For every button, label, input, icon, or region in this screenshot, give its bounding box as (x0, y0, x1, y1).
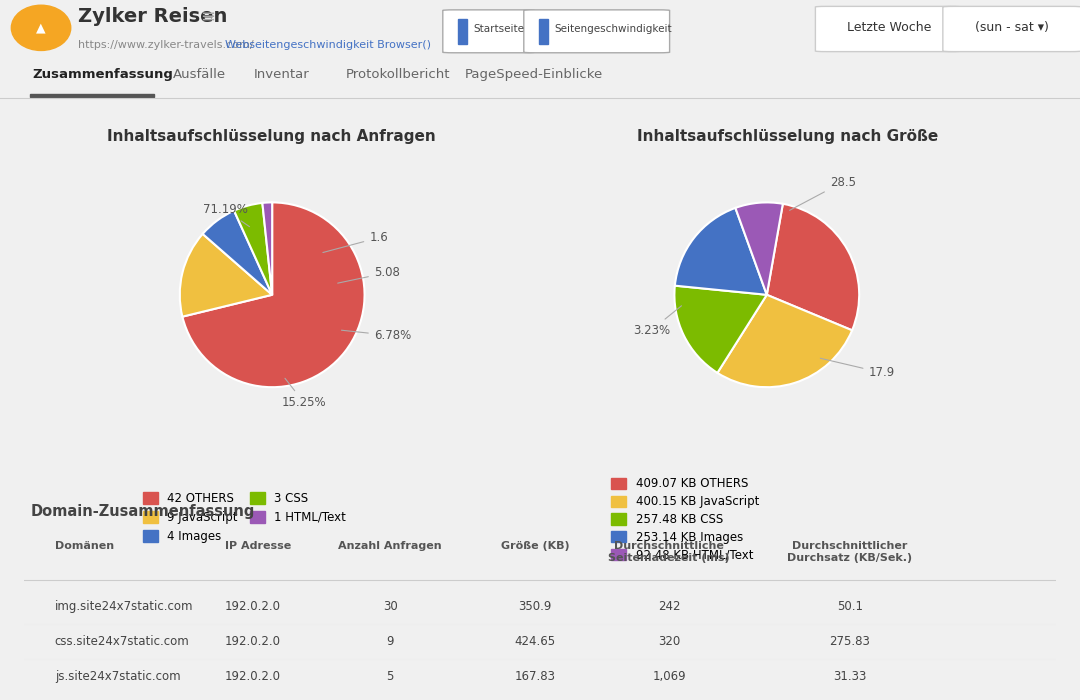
Text: 6.78%: 6.78% (341, 329, 411, 342)
Text: Größe (KB): Größe (KB) (500, 540, 569, 551)
Text: Letzte Woche: Letzte Woche (847, 21, 931, 34)
Text: 167.83: 167.83 (514, 671, 555, 683)
Text: (sun - sat ▾): (sun - sat ▾) (975, 21, 1049, 34)
Text: 5: 5 (387, 671, 394, 683)
FancyBboxPatch shape (443, 10, 535, 52)
Text: 5.08: 5.08 (338, 266, 400, 283)
Text: Domain-Zusammenfassung: Domain-Zusammenfassung (30, 504, 255, 519)
Text: Startseite: Startseite (473, 24, 524, 34)
Wedge shape (674, 286, 767, 373)
Text: ▲: ▲ (37, 21, 45, 34)
Wedge shape (735, 202, 783, 295)
Text: 9: 9 (387, 635, 394, 648)
Text: 17.9: 17.9 (821, 358, 894, 379)
Text: Durchschnittlicher
Durchsatz (KB/Sek.): Durchschnittlicher Durchsatz (KB/Sek.) (787, 540, 913, 563)
Text: Zylker Reisen: Zylker Reisen (78, 7, 227, 26)
Text: ≡: ≡ (200, 7, 215, 25)
Text: Protokollbericht: Protokollbericht (346, 69, 450, 81)
Bar (539, 19, 548, 43)
Wedge shape (717, 295, 852, 387)
Text: 192.0.2.0: 192.0.2.0 (225, 635, 281, 648)
Text: js.site24x7static.com: js.site24x7static.com (55, 671, 180, 683)
Text: Inventar: Inventar (254, 69, 310, 81)
Text: 192.0.2.0: 192.0.2.0 (225, 600, 281, 612)
Text: Inhaltsaufschlüsselung nach Größe: Inhaltsaufschlüsselung nach Größe (637, 130, 939, 144)
Text: 71.19%: 71.19% (203, 204, 249, 227)
Legend: 409.07 KB OTHERS, 400.15 KB JavaScript, 257.48 KB CSS, 253.14 KB Images, 92.48 K: 409.07 KB OTHERS, 400.15 KB JavaScript, … (606, 473, 764, 566)
Text: Ausfälle: Ausfälle (173, 69, 226, 81)
Legend: 42 OTHERS, 9 JavaScript, 4 Images, 3 CSS, 1 HTML/Text: 42 OTHERS, 9 JavaScript, 4 Images, 3 CSS… (138, 487, 351, 547)
Text: 50.1: 50.1 (837, 600, 863, 612)
Text: 320: 320 (658, 635, 680, 648)
FancyBboxPatch shape (943, 6, 1080, 52)
Wedge shape (262, 202, 272, 295)
Text: Seitengeschwindigkeit: Seitengeschwindigkeit (554, 24, 672, 34)
Bar (458, 19, 467, 43)
Text: 15.25%: 15.25% (282, 378, 326, 409)
Wedge shape (234, 203, 272, 295)
Text: css.site24x7static.com: css.site24x7static.com (55, 635, 189, 648)
Text: IP Adresse: IP Adresse (225, 540, 292, 551)
Text: Domänen: Domänen (55, 540, 113, 551)
Text: Zusammenfassung: Zusammenfassung (32, 69, 173, 81)
Text: PageSpeed-Einblicke: PageSpeed-Einblicke (464, 69, 603, 81)
Wedge shape (767, 204, 860, 330)
Text: Inhaltsaufschlüsselung nach Anfragen: Inhaltsaufschlüsselung nach Anfragen (107, 130, 436, 144)
Text: 192.0.2.0: 192.0.2.0 (225, 671, 281, 683)
Text: 3.23%: 3.23% (633, 306, 681, 337)
Text: https://www.zylker-travels.com/: https://www.zylker-travels.com/ (78, 40, 254, 50)
Text: 350.9: 350.9 (518, 600, 552, 612)
Text: 1.6: 1.6 (323, 231, 388, 253)
Wedge shape (179, 234, 272, 316)
Text: Durchschnittliche
Seitenladezeit (ms): Durchschnittliche Seitenladezeit (ms) (608, 540, 730, 563)
Wedge shape (675, 208, 767, 295)
Text: Webseitengeschwindigkeit Browser(): Webseitengeschwindigkeit Browser() (225, 40, 431, 50)
Wedge shape (183, 202, 365, 387)
Text: 28.5: 28.5 (789, 176, 855, 210)
Text: 30: 30 (383, 600, 397, 612)
Text: 31.33: 31.33 (833, 671, 866, 683)
Text: Anzahl Anfragen: Anzahl Anfragen (338, 540, 442, 551)
FancyBboxPatch shape (524, 10, 670, 52)
Ellipse shape (11, 5, 71, 50)
Text: 424.65: 424.65 (514, 635, 555, 648)
Text: 242: 242 (658, 600, 680, 612)
Text: img.site24x7static.com: img.site24x7static.com (55, 600, 193, 612)
FancyBboxPatch shape (815, 6, 961, 52)
Wedge shape (203, 211, 272, 295)
Text: 1,069: 1,069 (652, 671, 686, 683)
Text: 275.83: 275.83 (829, 635, 870, 648)
Bar (30, 94, 154, 97)
